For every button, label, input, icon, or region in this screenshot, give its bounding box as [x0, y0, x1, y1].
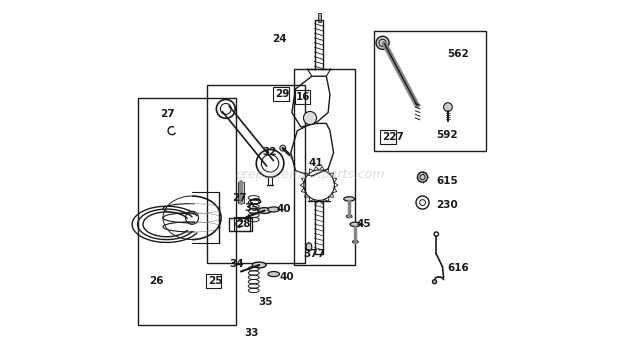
- Text: 34: 34: [229, 259, 244, 269]
- Ellipse shape: [353, 240, 358, 243]
- Text: 33: 33: [244, 328, 259, 338]
- Text: 26: 26: [149, 276, 164, 286]
- Text: 227: 227: [382, 132, 404, 142]
- Text: 40: 40: [277, 204, 291, 214]
- Ellipse shape: [252, 262, 266, 268]
- Ellipse shape: [350, 222, 361, 227]
- Bar: [294, 69, 355, 265]
- Bar: [381, 130, 396, 144]
- Circle shape: [432, 280, 436, 284]
- Circle shape: [376, 36, 389, 49]
- Text: 35: 35: [244, 203, 259, 213]
- Text: 28: 28: [236, 219, 250, 229]
- Bar: [239, 182, 244, 203]
- Text: 562: 562: [447, 49, 469, 59]
- Circle shape: [443, 103, 453, 111]
- Text: 27: 27: [232, 193, 247, 203]
- Bar: [373, 31, 486, 151]
- Text: 615: 615: [436, 176, 458, 186]
- Bar: [206, 274, 221, 288]
- Text: 32: 32: [262, 147, 277, 157]
- Text: 27: 27: [161, 109, 175, 119]
- Text: 45: 45: [356, 219, 371, 229]
- Bar: [206, 85, 304, 263]
- Bar: [229, 218, 252, 231]
- Text: 35: 35: [259, 297, 273, 307]
- Circle shape: [417, 172, 428, 182]
- Ellipse shape: [347, 215, 352, 218]
- Ellipse shape: [268, 272, 280, 277]
- Text: 41: 41: [308, 158, 323, 168]
- Ellipse shape: [306, 243, 312, 251]
- Circle shape: [303, 111, 317, 125]
- Bar: [138, 98, 236, 325]
- Text: 230: 230: [436, 200, 458, 210]
- Text: 592: 592: [436, 130, 458, 140]
- Bar: [294, 90, 310, 104]
- Text: 616: 616: [447, 263, 469, 273]
- Text: 16: 16: [296, 92, 311, 102]
- Text: 377: 377: [303, 249, 325, 259]
- Text: 29: 29: [275, 89, 289, 99]
- Text: 25: 25: [208, 276, 222, 286]
- Ellipse shape: [258, 208, 272, 213]
- Text: 24: 24: [272, 34, 286, 44]
- Ellipse shape: [268, 207, 280, 212]
- Bar: [273, 87, 288, 101]
- Ellipse shape: [343, 197, 355, 201]
- Text: 40: 40: [279, 272, 294, 282]
- Bar: [234, 217, 250, 231]
- Text: ereplacementparts.com: ereplacementparts.com: [235, 168, 385, 181]
- Bar: [317, 13, 321, 22]
